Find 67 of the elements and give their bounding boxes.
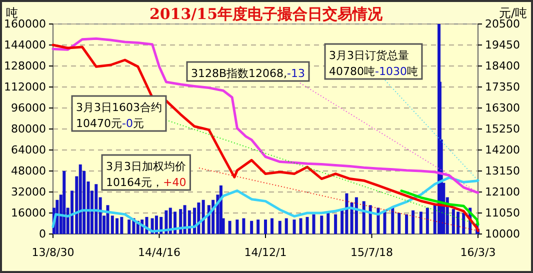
bar — [462, 213, 466, 234]
bar — [398, 213, 401, 234]
y-tick-label: 64000 — [11, 144, 46, 157]
x-tick-label: 13/8/30 — [32, 246, 74, 259]
annotation: 3月3日1603合约 10470元-0元 — [76, 101, 162, 130]
bar — [412, 210, 415, 234]
y2-tick-label: 10000 — [485, 228, 520, 241]
y2-tick-label: 16300 — [485, 102, 520, 115]
annotation: 3128B指数12068,-13 — [191, 67, 305, 80]
bar — [312, 214, 316, 234]
bar — [326, 213, 330, 234]
bar — [362, 201, 366, 234]
y-tick-label: 144000 — [4, 38, 46, 52]
annotation: 3月3日订货总量 40780吨-1030吨 — [329, 49, 418, 78]
x-tick-label: 15/7/18 — [350, 246, 393, 259]
bar — [236, 220, 239, 234]
y-tick-label: 32000 — [11, 186, 46, 199]
bar — [62, 171, 66, 234]
bar — [320, 216, 324, 234]
y2-axis-title: 元/吨 — [498, 6, 527, 20]
bar — [94, 184, 98, 234]
x-tick-label: 14/4/16 — [138, 246, 180, 259]
y2-tick-label: 14200 — [485, 144, 520, 157]
bar — [270, 218, 274, 234]
bar — [405, 214, 408, 234]
y2-tick-label: 18400 — [485, 60, 520, 73]
bar — [228, 220, 232, 234]
y-tick-label: 112000 — [4, 80, 46, 94]
y2-tick-label: 20500 — [485, 18, 520, 31]
y-tick-label: 48000 — [11, 164, 46, 178]
y-tick-label: 160000 — [4, 18, 46, 31]
bar — [256, 220, 260, 234]
x-tick-label: 14/12/1 — [244, 246, 287, 259]
y-axis-title: 吨 — [6, 6, 18, 20]
bar — [179, 209, 182, 234]
bar — [284, 218, 288, 234]
bar — [202, 200, 205, 234]
y2-tick-label: 13150 — [485, 164, 520, 178]
bar — [306, 216, 309, 234]
bar — [334, 214, 338, 234]
bar — [106, 205, 110, 234]
bar — [264, 220, 267, 234]
bar — [383, 210, 386, 234]
bar — [354, 197, 358, 234]
bar — [419, 212, 422, 234]
y2-tick-label: 11050 — [485, 206, 520, 220]
y-tick-label: 96000 — [11, 102, 46, 115]
bar — [426, 208, 429, 234]
bar — [78, 164, 82, 234]
bar — [128, 220, 131, 234]
y2-tick-label: 17350 — [485, 80, 520, 94]
y2-tick-label: 12100 — [485, 186, 520, 199]
y-tick-label: 128000 — [4, 60, 46, 73]
y-tick-label: 16000 — [11, 206, 46, 220]
annotation: 3月3日加权均价 10164元，+40 — [106, 160, 186, 189]
y2-tick-label: 19450 — [485, 38, 520, 52]
y2-tick-label: 15250 — [485, 122, 520, 136]
bar — [242, 218, 246, 234]
bar — [391, 206, 394, 234]
bar — [299, 218, 302, 234]
bar — [292, 220, 296, 234]
x-tick-label: 16/3/3 — [460, 246, 496, 259]
chart-title: 2013/15年度电子撮合日交易情况 — [149, 5, 384, 23]
y-tick-label: 80000 — [11, 122, 46, 136]
bar — [250, 220, 254, 234]
bar — [278, 220, 282, 234]
y-tick-label: 0 — [39, 228, 46, 241]
